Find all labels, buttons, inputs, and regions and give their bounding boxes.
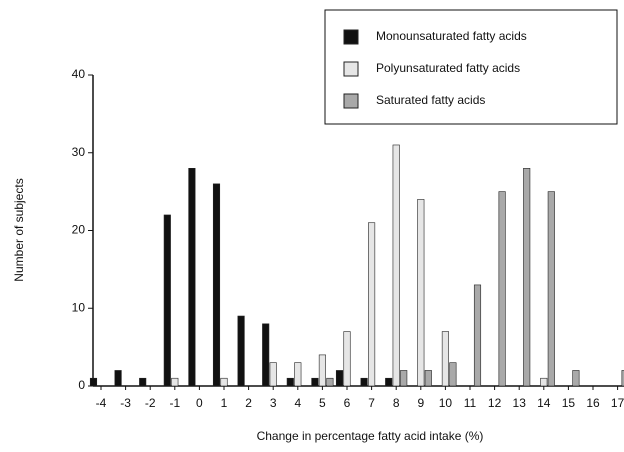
bar: [220, 377, 228, 387]
legend-swatch: [343, 93, 359, 109]
bar: [188, 168, 196, 387]
bar: [360, 377, 368, 387]
bar: [523, 168, 531, 387]
bar: [326, 377, 334, 387]
bar: [311, 377, 319, 387]
legend-label: Saturated fatty acids: [376, 93, 485, 107]
y-tick-label: 30: [72, 145, 86, 159]
x-tick-label: 10: [439, 396, 453, 410]
bar: [294, 362, 302, 387]
y-tick-label: 20: [72, 223, 86, 237]
bar: [163, 214, 171, 387]
bar: [139, 377, 147, 387]
x-tick-label: 14: [537, 396, 551, 410]
x-tick-label: 13: [513, 396, 527, 410]
bar: [473, 284, 482, 387]
bar: [318, 354, 326, 387]
bar: [237, 315, 245, 387]
legend-swatch: [343, 29, 359, 45]
x-tick-label: 15: [562, 396, 576, 410]
bar: [572, 370, 580, 387]
x-tick-label: 2: [245, 396, 252, 410]
x-tick-label: -4: [96, 396, 107, 410]
bar: [335, 370, 344, 387]
bar: [392, 144, 400, 387]
x-tick-label: 0: [196, 396, 203, 410]
x-tick-label: -2: [145, 396, 156, 410]
x-axis-label: Change in percentage fatty acid intake (…: [257, 429, 484, 443]
bar: [417, 199, 425, 387]
bar: [114, 370, 122, 387]
x-tick-label: 16: [586, 396, 600, 410]
bar: [540, 377, 548, 387]
bar: [621, 370, 624, 387]
bar: [286, 377, 294, 387]
x-tick-label: 6: [344, 396, 351, 410]
bar: [269, 362, 277, 387]
bar: [400, 370, 408, 387]
x-tick-label: 4: [294, 396, 301, 410]
bar: [424, 370, 432, 387]
bar: [385, 377, 393, 387]
legend-swatch: [343, 61, 359, 77]
bar: [547, 191, 555, 387]
y-tick-label: 0: [78, 378, 85, 392]
x-tick-label: 11: [464, 396, 477, 410]
legend-label: Polyunsaturated fatty acids: [376, 61, 520, 75]
x-tick-label: -1: [169, 396, 180, 410]
bar: [498, 191, 506, 387]
y-tick-label: 10: [72, 300, 86, 314]
y-tick-label: 40: [72, 67, 86, 81]
x-tick-label: 1: [221, 396, 228, 410]
x-tick-label: 8: [393, 396, 400, 410]
bar: [449, 362, 457, 387]
x-tick-label: 12: [488, 396, 502, 410]
x-tick-label: 3: [270, 396, 277, 410]
bar: [89, 377, 98, 387]
legend-label: Monounsaturated fatty acids: [376, 29, 527, 43]
bar: [368, 222, 376, 387]
bar: [262, 323, 270, 387]
x-tick-label: 5: [319, 396, 326, 410]
bar: [441, 331, 449, 387]
bar: [171, 377, 179, 387]
bar: [212, 183, 221, 387]
bar: [343, 331, 351, 387]
x-tick-label: -3: [120, 396, 131, 410]
x-tick-label: 17: [611, 396, 624, 410]
x-tick-label: 9: [417, 396, 424, 410]
x-tick-label: 7: [368, 396, 375, 410]
legend-box: [324, 9, 618, 125]
y-axis-label: Number of subjects: [12, 178, 26, 281]
